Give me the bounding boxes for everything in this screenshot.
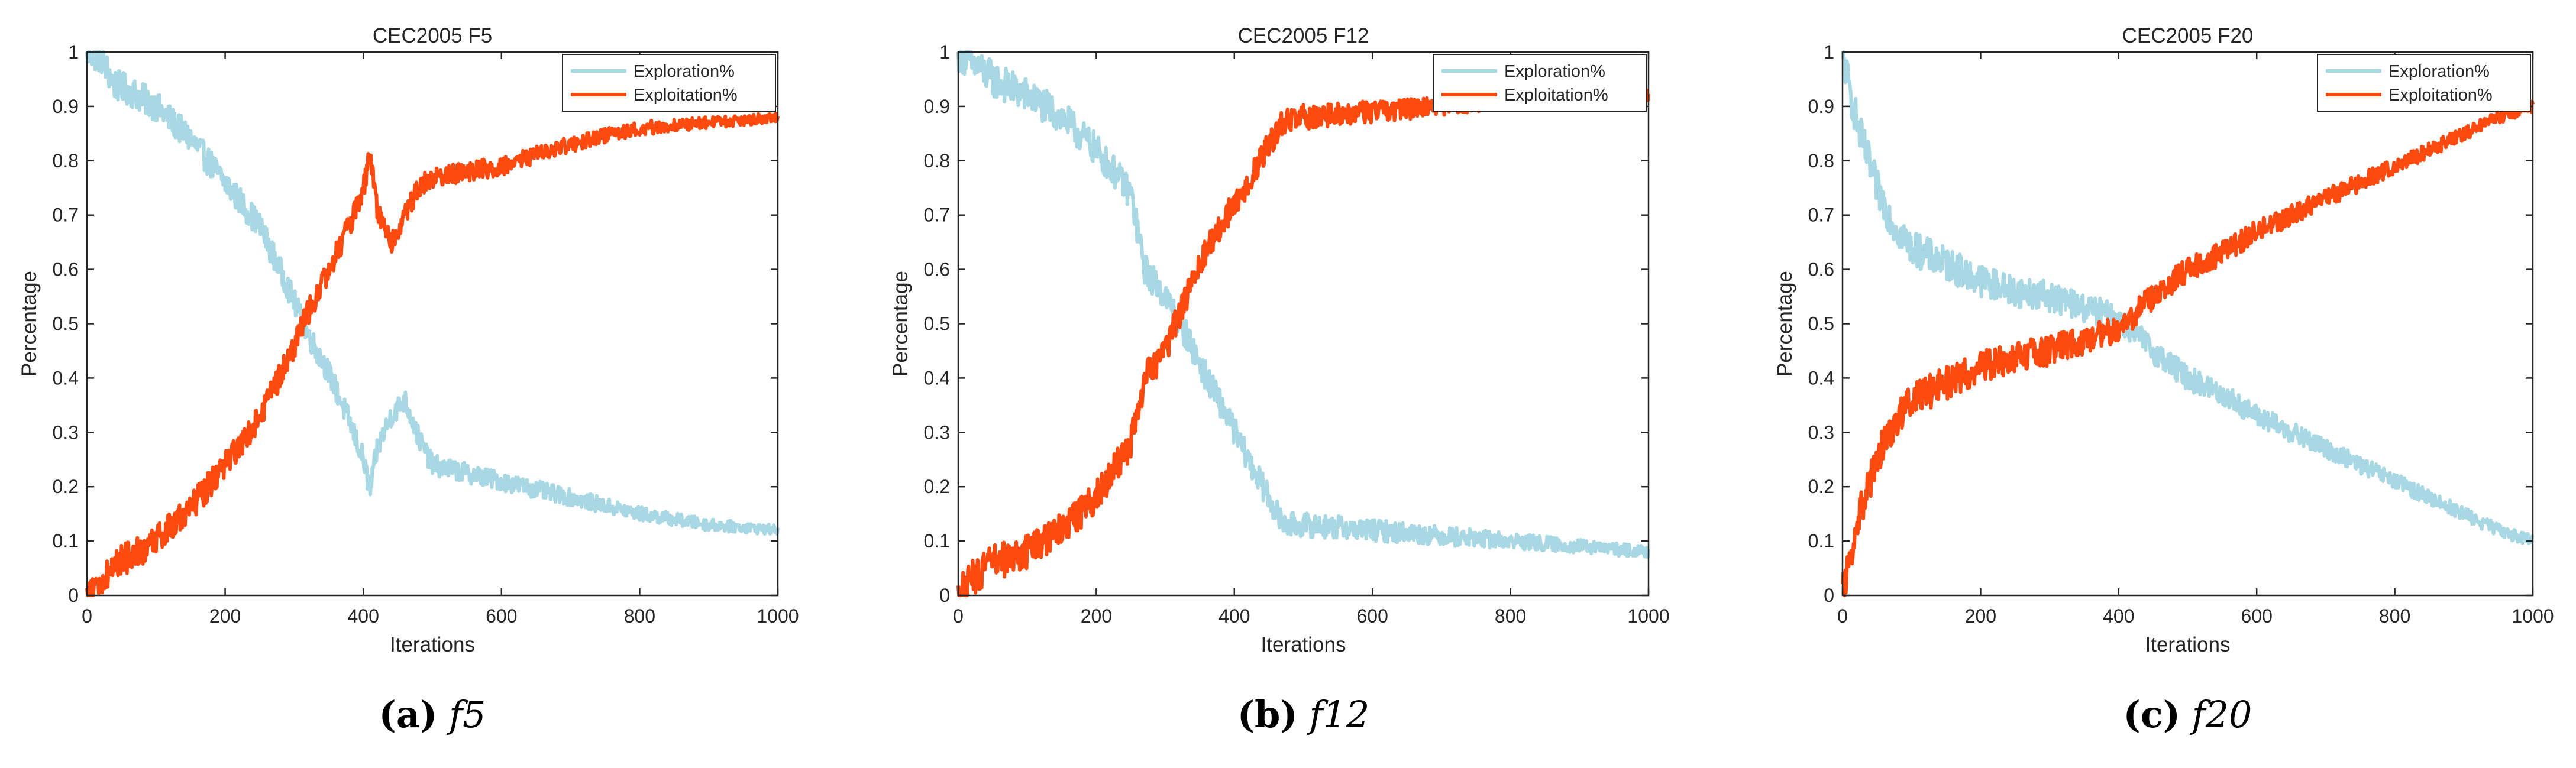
y-tick-label: 0.4: [1808, 367, 1834, 388]
subfigure-caption: (b) f12: [1237, 693, 1370, 736]
x-tick-label: 600: [2241, 605, 2273, 627]
y-tick-label: 0.9: [924, 96, 950, 117]
y-tick-label: 0.6: [53, 259, 79, 280]
legend: Exploration% Exploitation%: [2317, 54, 2531, 112]
x-tick-label: 600: [1357, 605, 1388, 627]
y-tick-label: 0.5: [53, 313, 79, 335]
legend-box: [562, 54, 776, 112]
caption-function: f20: [2190, 693, 2252, 736]
x-tick-label: 0: [1837, 605, 1848, 627]
x-tick-label: 1000: [2512, 605, 2554, 627]
y-tick-label: 0.5: [924, 313, 950, 335]
series-line-exploration: [1841, 50, 2535, 545]
x-axis-label: Iterations: [390, 633, 475, 656]
caption-space: [1298, 693, 1310, 736]
legend-label: Exploration%: [1504, 62, 1605, 81]
x-axis-label: Iterations: [2145, 633, 2231, 656]
x-tick-label: 600: [486, 605, 517, 627]
y-tick-label: 0.7: [53, 205, 79, 226]
y-tick-label: 0: [68, 585, 79, 606]
x-tick-label: 400: [2103, 605, 2134, 627]
legend: Exploration% Exploitation%: [1433, 54, 1647, 112]
x-tick-label: 1000: [1627, 605, 1669, 627]
x-tick-label: 800: [1495, 605, 1526, 627]
y-tick-label: 0.8: [924, 150, 950, 171]
y-tick-label: 0.7: [1808, 205, 1834, 226]
y-tick-label: 0.1: [924, 530, 950, 552]
y-tick-label: 0.5: [1808, 313, 1834, 335]
y-tick-label: 0: [1824, 585, 1834, 606]
subfigure-caption: (c) f20: [2123, 693, 2252, 736]
chart-panel-1: 0 0.1 0.2 0.3 0.4 0.5 0.6 0.7 0.8 0.9 1 0 200 400 600 8…: [18, 24, 799, 736]
x-tick-label: 0: [82, 605, 92, 627]
y-tick-label: 0.9: [53, 96, 79, 117]
caption-function: f12: [1307, 693, 1369, 736]
x-tick-label: 1000: [757, 605, 799, 627]
series-line-exploration: [85, 50, 780, 536]
y-axis-label: Percentage: [1773, 271, 1796, 377]
y-axis-label: Percentage: [18, 271, 41, 377]
y-tick-label: 0.1: [53, 530, 79, 552]
y-tick-label: 0.9: [1808, 96, 1834, 117]
y-tick-label: 0.1: [1808, 530, 1834, 552]
y-tick-label: 0.3: [924, 422, 950, 443]
caption-label: (c): [2123, 693, 2180, 736]
y-tick-label: 0.6: [924, 259, 950, 280]
legend-label: Exploitation%: [2388, 86, 2493, 105]
caption-label: (b): [1237, 693, 1298, 736]
y-tick-label: 1: [939, 41, 950, 63]
x-tick-label: 800: [624, 605, 655, 627]
x-tick-label: 400: [1218, 605, 1250, 627]
x-axis-label: Iterations: [1261, 633, 1346, 656]
x-tick-label: 200: [209, 605, 241, 627]
legend-box: [2317, 54, 2531, 112]
caption-function: f5: [447, 693, 486, 736]
legend-box: [1433, 54, 1647, 112]
chart-title: CEC2005 F20: [2122, 24, 2254, 47]
y-tick-label: 0.3: [53, 422, 79, 443]
y-tick-label: 0.3: [1808, 422, 1834, 443]
chart-title: CEC2005 F5: [373, 24, 492, 47]
chart-panel-3: 0 0.1 0.2 0.3 0.4 0.5 0.6 0.7 0.8 0.9 1 0 200 400 600 8…: [1773, 24, 2554, 736]
legend-label: Exploration%: [2388, 62, 2490, 81]
legend-label: Exploration%: [634, 62, 735, 81]
y-tick-label: 0.8: [53, 150, 79, 171]
y-tick-label: 0.8: [1808, 150, 1834, 171]
y-tick-label: 0.4: [924, 367, 950, 388]
y-tick-label: 0.2: [1808, 476, 1834, 497]
y-tick-label: 0.2: [924, 476, 950, 497]
legend: Exploration% Exploitation%: [562, 54, 776, 112]
y-tick-label: 0.2: [53, 476, 79, 497]
y-tick-label: 1: [68, 41, 79, 63]
series-line-exploration: [956, 50, 1650, 559]
chart-panel-2: 0 0.1 0.2 0.3 0.4 0.5 0.6 0.7 0.8 0.9 1 0 200 400 600 8…: [889, 24, 1670, 736]
x-tick-label: 200: [1965, 605, 1996, 627]
plot-area: [1843, 52, 2533, 595]
y-tick-label: 0.7: [924, 205, 950, 226]
x-tick-label: 400: [348, 605, 379, 627]
caption-space: [2180, 693, 2192, 736]
caption-space: [437, 693, 449, 736]
legend-label: Exploitation%: [1504, 86, 1608, 105]
caption-label: (a): [379, 693, 438, 736]
x-tick-label: 800: [2379, 605, 2410, 627]
series-line-exploitation: [85, 112, 780, 597]
y-tick-label: 0: [939, 585, 950, 606]
y-tick-label: 0.4: [53, 367, 79, 388]
y-axis-label: Percentage: [889, 271, 912, 377]
x-tick-label: 200: [1081, 605, 1112, 627]
subfigure-caption: (a) f5: [379, 693, 486, 736]
chart-title: CEC2005 F12: [1238, 24, 1369, 47]
x-tick-label: 0: [953, 605, 964, 627]
y-tick-label: 1: [1824, 41, 1834, 63]
y-tick-label: 0.6: [1808, 259, 1834, 280]
series-line-exploitation: [1841, 99, 2535, 597]
legend-label: Exploitation%: [634, 86, 738, 105]
